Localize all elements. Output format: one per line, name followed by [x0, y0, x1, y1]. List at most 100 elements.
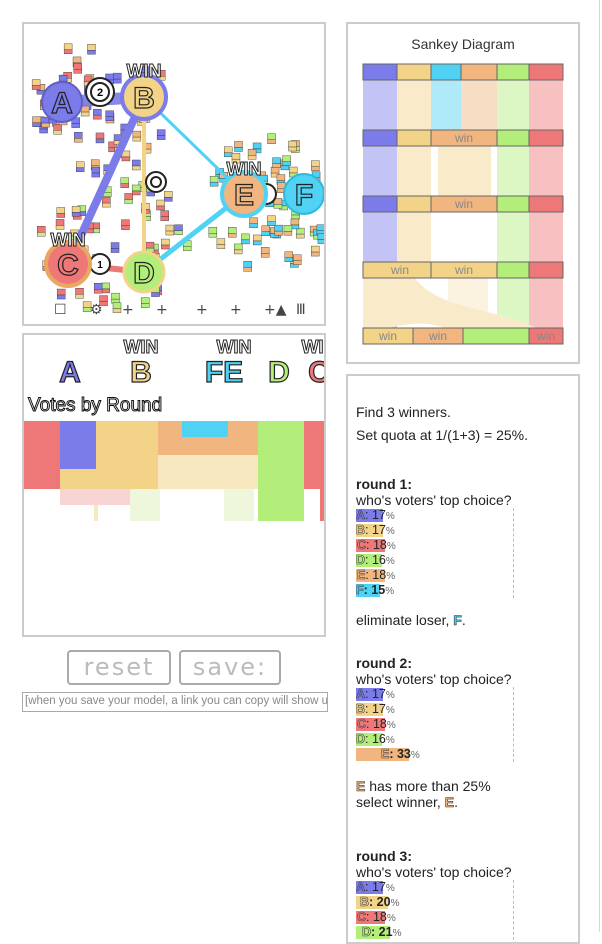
round-question: who's voters' top choice?	[356, 864, 512, 880]
add-candidate-icon[interactable]: +	[122, 302, 134, 318]
voter-ballot	[270, 233, 279, 238]
vote-bar	[356, 703, 383, 716]
round-2: round 2: who's voters' top choice? A: 17…	[356, 656, 576, 810]
voter-ballot	[288, 146, 297, 152]
voter-ballot	[93, 288, 103, 294]
voter-ballot	[208, 227, 218, 234]
voter-ballot	[273, 204, 283, 209]
voter-marker-2[interactable]: 2	[85, 77, 115, 107]
voter-ballot	[131, 190, 141, 196]
voter-ballot	[272, 163, 281, 168]
candidate-e[interactable]: E WIN	[220, 159, 268, 218]
voter-ballot	[91, 166, 101, 174]
voter-ballot	[182, 246, 192, 251]
sankey-win-r5a: win	[378, 329, 397, 343]
voter-ballot	[209, 175, 219, 183]
vote-bar-label: C: 18%	[357, 538, 396, 553]
voter-ballot	[73, 62, 82, 70]
voter-ballot	[91, 172, 101, 178]
voter-ballot	[74, 132, 83, 139]
voter-ballot	[75, 294, 84, 299]
voter-ballot	[317, 239, 324, 244]
round-3-bars: A: 17% B: 20% C: 18% D: 21%	[356, 880, 576, 940]
votes-by-round-panel: A B FE D C WIN WIN WIN Votes by Round	[22, 333, 326, 637]
sankey-win-r3: win	[454, 197, 473, 211]
voter-ballot	[90, 159, 100, 166]
voter-ballot	[228, 227, 237, 234]
vote-bar-label: C: 18%	[357, 717, 396, 732]
voter-simulation-canvas[interactable]: 2 1 A B WIN C WIN D	[22, 22, 326, 326]
explanation-panel: Find 3 winners. Set quota at 1/(1+3) = 2…	[346, 374, 580, 944]
saved-link-field[interactable]: [when you save your model, a link you ca…	[22, 692, 328, 712]
sankey-chart: win win win win win win win	[362, 63, 564, 345]
voter-ballot	[31, 85, 41, 90]
svg-text:C: C	[57, 249, 79, 282]
voter-ballot	[261, 231, 271, 236]
win-label-b: WIN	[124, 337, 159, 357]
voter-marker-center[interactable]	[145, 171, 167, 193]
vote-bar-label: A: 17%	[356, 880, 395, 895]
candidate-f[interactable]: F	[283, 173, 324, 215]
vote-bar	[356, 554, 382, 567]
save-button[interactable]: save:	[179, 650, 281, 685]
round-title: round 1:	[356, 476, 412, 492]
voter-ballot	[111, 292, 120, 300]
svg-text:E: E	[234, 179, 254, 212]
add-crowd-2-icon[interactable]: +	[230, 302, 242, 318]
voter-ballot	[174, 224, 183, 231]
voter-ballot	[31, 79, 41, 86]
voter-ballot	[121, 219, 130, 226]
voter-ballot	[113, 72, 122, 80]
vote-bar	[356, 911, 385, 924]
voter-ballot	[75, 288, 84, 295]
sankey-panel: Sankey Diagram	[346, 22, 580, 364]
voter-ballot	[151, 292, 160, 297]
vote-bar-row: A: 17%	[356, 880, 576, 895]
vote-bar-label: F: 15%	[356, 583, 395, 598]
add-crowd-icon[interactable]: +	[196, 302, 208, 318]
voter-marker-1[interactable]: 1	[89, 253, 111, 275]
vote-bar	[356, 509, 383, 522]
voter-ballot	[156, 135, 166, 140]
candidate-d[interactable]: D	[122, 250, 166, 294]
voter-ballot	[228, 233, 237, 238]
candidate-b[interactable]: B WIN	[120, 61, 168, 121]
voter-ballot	[55, 225, 65, 230]
candidate-a[interactable]: A	[41, 81, 83, 123]
vote-bar-label: C: 18%	[357, 910, 396, 925]
voter-ballot	[252, 142, 262, 150]
voter-ballot	[132, 136, 142, 142]
voter-ballot	[247, 155, 257, 160]
add-triangle-icon[interactable]: +▲	[264, 302, 287, 318]
quota-text: Set quota at 1/(1+3) = 25%.	[356, 427, 529, 443]
simulation-map[interactable]: 2 1 A B WIN C WIN D	[24, 24, 324, 324]
round-title: round 2:	[356, 655, 412, 671]
voter-ballot	[56, 207, 66, 214]
vote-bar-row: E: 33%	[356, 747, 576, 762]
voter-ballot	[131, 184, 141, 192]
voter-ballot	[53, 130, 62, 135]
vote-bar-row: D: 16%	[356, 732, 576, 747]
voter-ballot	[132, 165, 141, 171]
add-voter-icon[interactable]: +	[156, 302, 168, 318]
vote-bar-row: D: 21%	[356, 925, 576, 940]
voter-ballot	[101, 282, 110, 290]
voter-ballot	[71, 206, 81, 213]
gear-tool-icon[interactable]: ⚙	[90, 302, 103, 318]
voter-ballot	[32, 116, 41, 123]
reset-button[interactable]: reset	[67, 650, 171, 685]
candidate-c[interactable]: C WIN	[44, 230, 92, 288]
vote-bar	[356, 524, 383, 537]
voter-ballot	[274, 230, 283, 236]
vote-bar-label: E: 33%	[381, 747, 420, 762]
voter-ballot	[110, 242, 120, 249]
header-letter-fe: FE	[205, 356, 243, 389]
sankey-title: Sankey Diagram	[411, 36, 515, 52]
voter-ballot	[74, 138, 83, 143]
columns-icon[interactable]: Ⅲ	[296, 302, 306, 318]
vote-bar	[356, 539, 385, 552]
voter-ballot	[317, 233, 324, 240]
voter-ballot	[223, 152, 233, 157]
voter-tool-icon[interactable]: ☐	[54, 302, 67, 318]
voter-ballot	[216, 244, 226, 249]
